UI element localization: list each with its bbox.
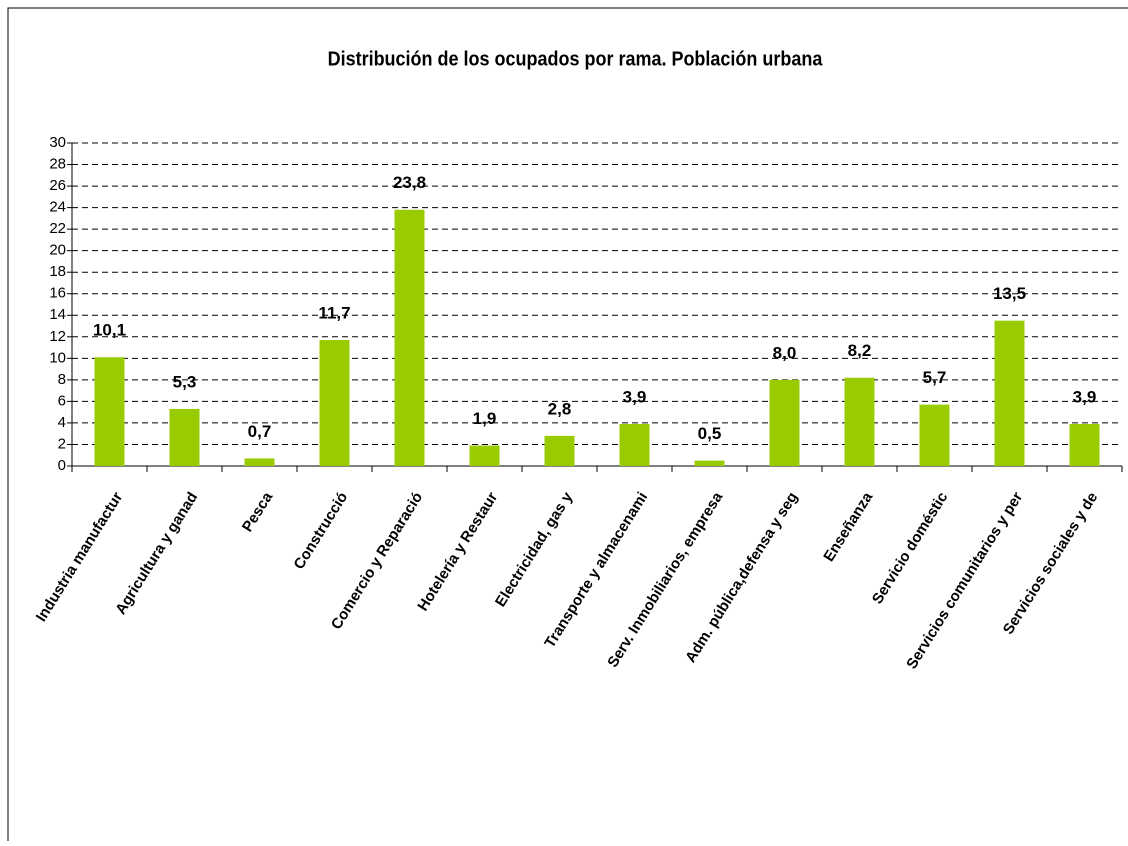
y-tick-label: 14 xyxy=(49,306,66,323)
y-tick-label: 20 xyxy=(49,242,66,259)
y-tick-label: 16 xyxy=(49,285,66,302)
y-tick-label: 12 xyxy=(49,328,66,345)
bar xyxy=(994,320,1025,466)
bar xyxy=(1069,424,1100,466)
bar xyxy=(769,379,800,466)
chart-title: Distribución de los ocupados por rama. P… xyxy=(328,48,823,70)
y-tick-label: 22 xyxy=(49,220,66,237)
value-label: 2,8 xyxy=(548,399,572,418)
bar xyxy=(394,209,425,466)
bar xyxy=(469,445,500,466)
bar xyxy=(544,435,575,466)
value-label: 23,8 xyxy=(393,173,426,192)
y-tick-label: 26 xyxy=(49,177,66,194)
bar xyxy=(619,424,650,466)
bar xyxy=(169,408,200,466)
y-tick-label: 0 xyxy=(58,457,66,474)
value-label: 3,9 xyxy=(1073,387,1097,406)
y-tick-label: 8 xyxy=(58,371,66,388)
bar xyxy=(844,377,875,466)
y-tick-label: 4 xyxy=(58,414,66,431)
y-tick-label: 6 xyxy=(58,392,66,409)
y-tick-label: 2 xyxy=(58,435,66,452)
value-label: 3,9 xyxy=(623,387,647,406)
value-label: 5,3 xyxy=(173,372,197,391)
bar xyxy=(94,357,125,466)
value-label: 0,5 xyxy=(698,424,722,443)
y-tick-label: 10 xyxy=(49,349,66,366)
bar xyxy=(694,460,725,466)
value-label: 5,7 xyxy=(923,368,947,387)
value-label: 10,1 xyxy=(93,321,126,340)
value-label: 11,7 xyxy=(318,304,350,323)
value-label: 8,0 xyxy=(773,343,797,362)
bar xyxy=(919,404,950,466)
y-tick-label: 30 xyxy=(49,134,66,151)
value-label: 1,9 xyxy=(473,409,497,428)
bar xyxy=(244,458,275,466)
y-tick-label: 28 xyxy=(49,156,66,173)
y-tick-label: 18 xyxy=(49,263,66,280)
value-label: 0,7 xyxy=(248,422,272,441)
bar xyxy=(319,340,350,466)
y-tick-label: 24 xyxy=(49,199,66,216)
value-label: 13,5 xyxy=(993,284,1026,303)
value-label: 8,2 xyxy=(848,341,872,360)
